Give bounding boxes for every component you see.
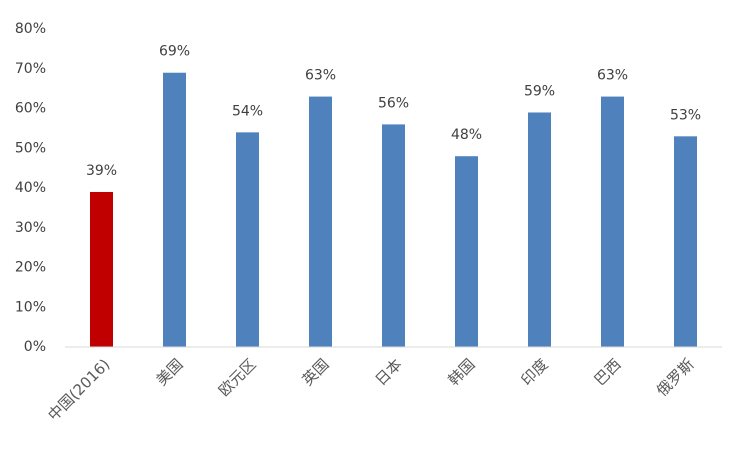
bar: [163, 72, 186, 347]
bar: [382, 124, 405, 348]
data-label: 69%: [159, 44, 190, 60]
x-tick-label: 俄罗斯: [653, 355, 698, 400]
y-tick-label: 70%: [15, 61, 46, 77]
x-tick-label: 印度: [518, 355, 552, 389]
x-tick-label: 美国: [153, 355, 187, 389]
bar: [674, 136, 697, 347]
x-tick-label: 巴西: [591, 355, 625, 389]
data-label: 53%: [670, 107, 701, 123]
y-tick-label: 20%: [15, 260, 46, 276]
data-label: 54%: [232, 103, 263, 119]
y-tick-label: 30%: [15, 220, 46, 236]
data-label: 39%: [86, 163, 117, 179]
y-tick-label: 40%: [15, 180, 46, 196]
bar: [90, 191, 113, 347]
bar: [236, 132, 259, 347]
y-tick-label: 80%: [15, 21, 46, 37]
x-tick-label: 韩国: [445, 355, 479, 389]
y-tick-label: 50%: [15, 140, 46, 156]
bar: [309, 96, 332, 347]
data-label: 63%: [597, 68, 628, 84]
bar: [528, 112, 551, 347]
y-tick-label: 60%: [15, 101, 46, 117]
data-label: 56%: [378, 95, 409, 111]
data-label: 63%: [305, 68, 336, 84]
data-label: 48%: [451, 127, 482, 143]
x-tick-label: 中国(2016): [44, 355, 113, 424]
x-tick-label: 英国: [299, 355, 333, 389]
y-tick-label: 0%: [24, 339, 46, 355]
data-label: 59%: [524, 83, 555, 99]
bar: [455, 156, 478, 347]
x-tick-label: 欧元区: [215, 355, 260, 400]
x-tick-label: 日本: [372, 355, 406, 389]
bar: [601, 96, 624, 347]
y-tick-label: 10%: [15, 299, 46, 315]
